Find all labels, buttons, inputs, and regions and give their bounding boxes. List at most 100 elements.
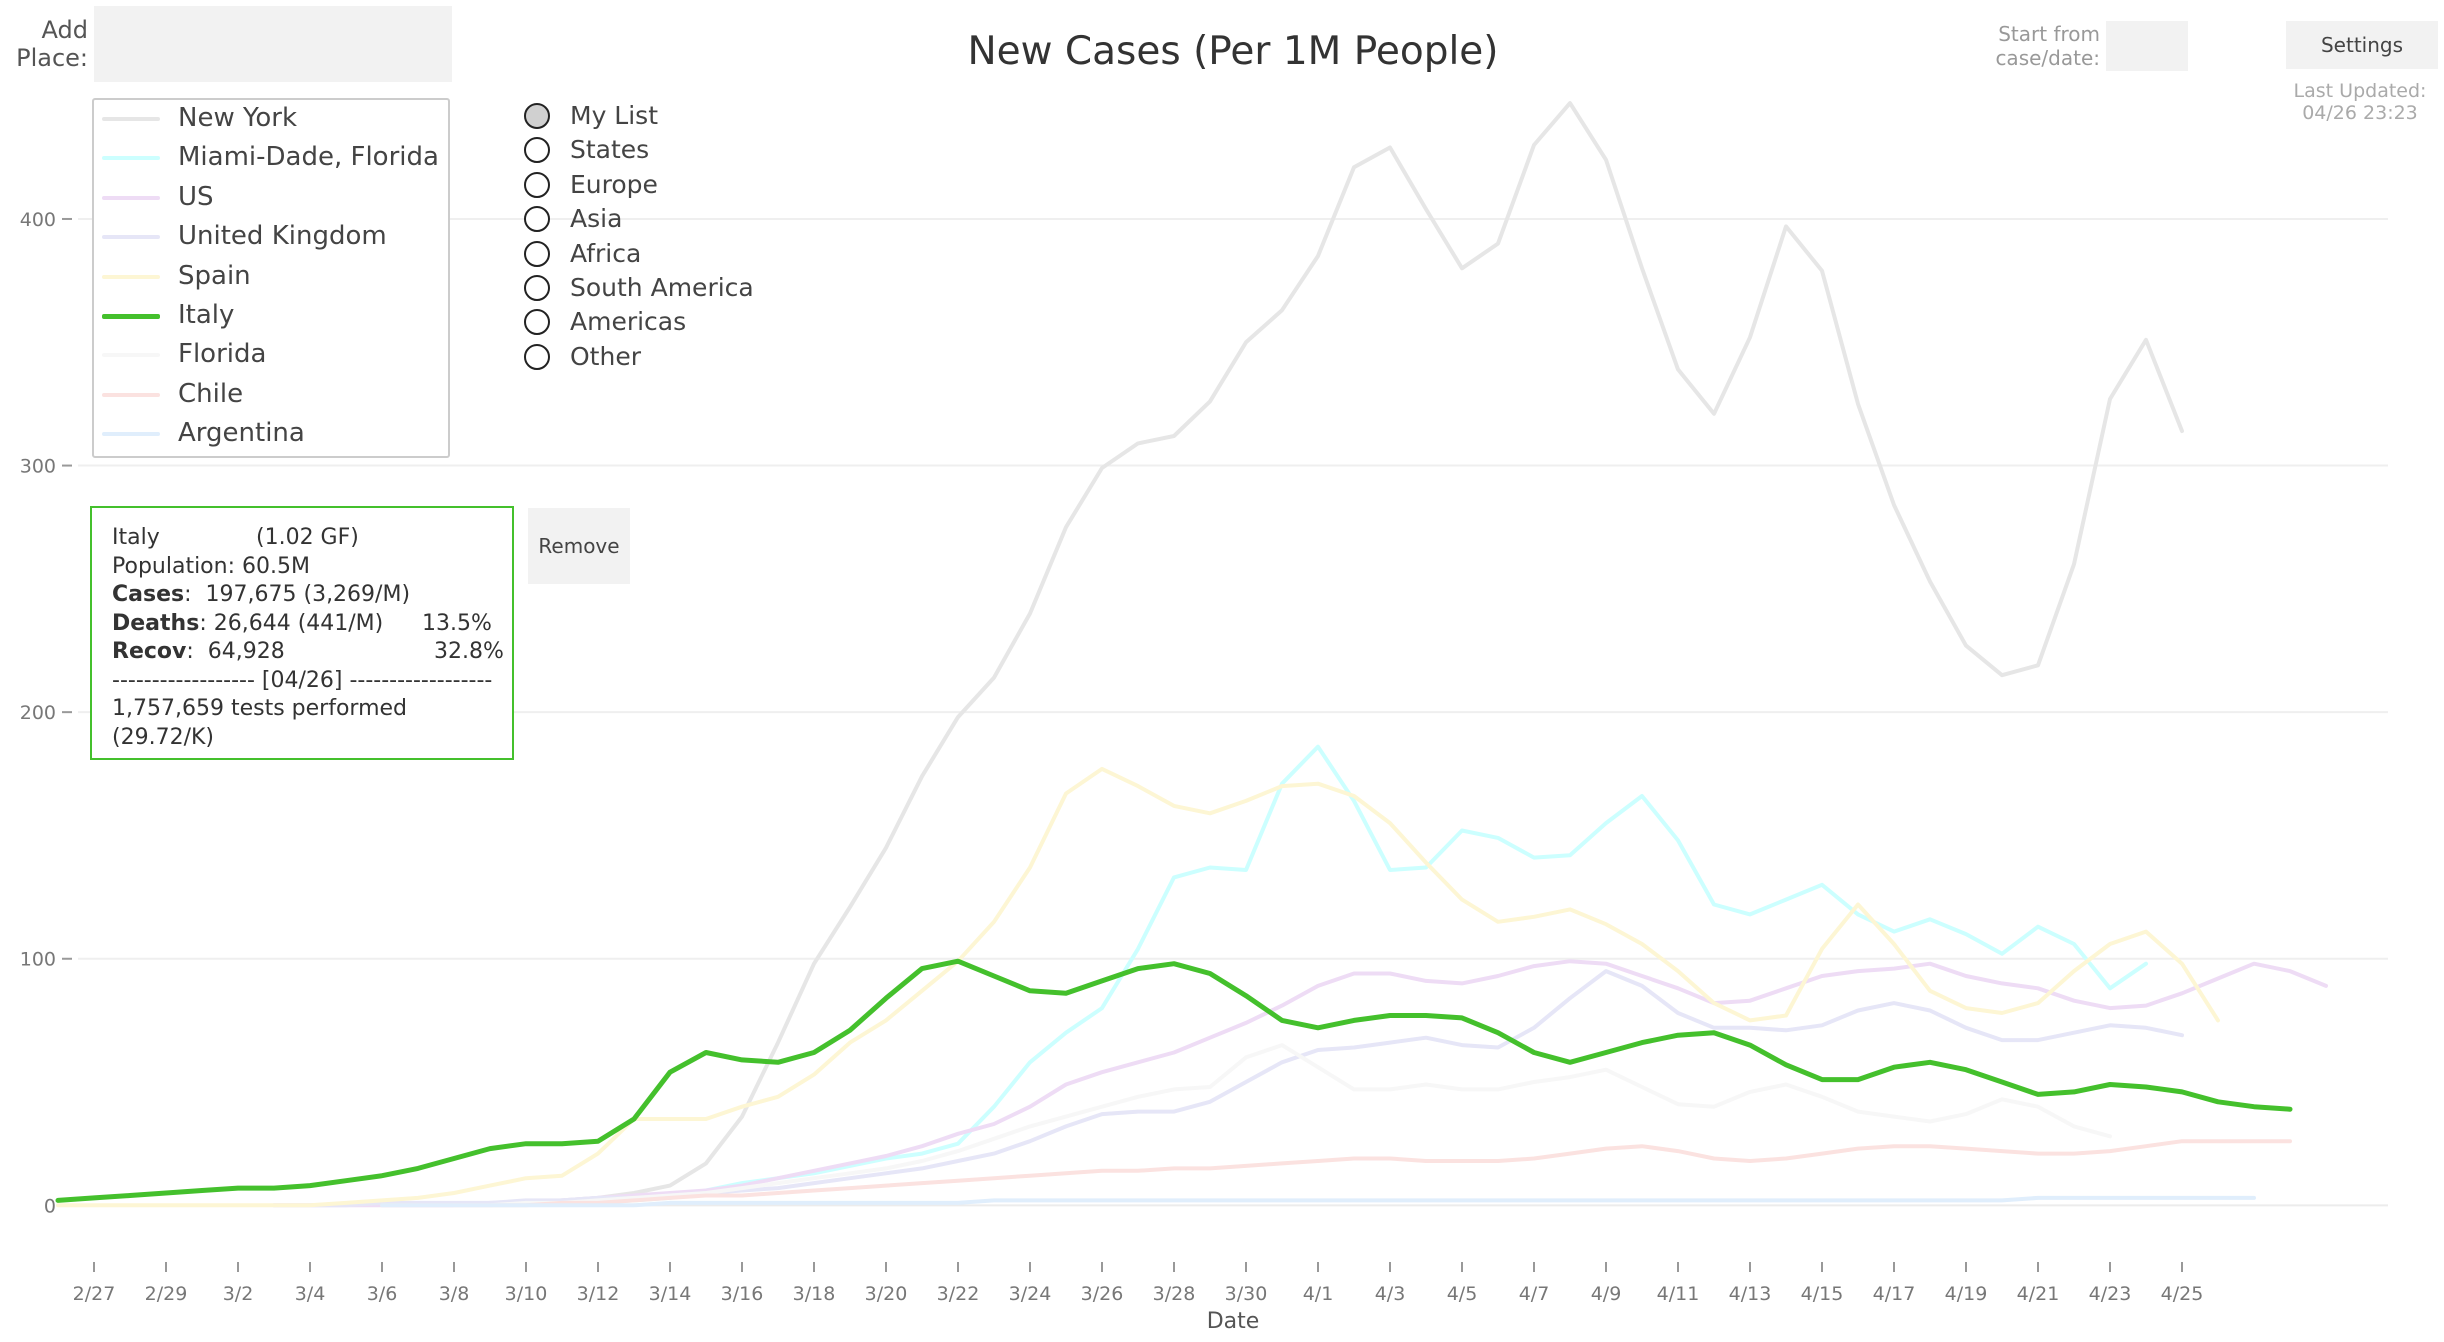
x-tick-label: 3/28 [1153,1283,1196,1305]
info-place-name: Italy [112,525,160,550]
add-place-label-line1: Add [41,16,88,44]
radio-my-list[interactable]: My List [522,100,782,132]
radio-label: Asia [570,204,623,234]
add-place-label-line2: Place: [16,44,88,72]
y-tick-label-100: 100 [20,949,56,971]
series-lines [55,101,2328,1208]
x-tick-label: 3/24 [1009,1283,1052,1305]
series-line-miami-dade-florida[interactable] [596,744,2148,1205]
x-tick-label: 4/13 [1729,1283,1772,1305]
radio-circle-icon[interactable] [524,171,550,198]
x-tick-label: 2/27 [73,1283,116,1305]
legend-label: Miami-Dade, Florida [178,142,439,173]
info-divider: ------------------ [04/26] -------------… [112,667,493,693]
legend-swatch [102,195,160,200]
radio-circle-icon[interactable] [524,240,550,267]
info-recov-row: Recov: 64,928 32.8% [112,638,512,667]
x-tick-label: 3/22 [937,1283,980,1305]
legend-item-us[interactable]: US [94,179,448,215]
legend-label: Spain [178,260,251,291]
x-tick-label: 3/26 [1081,1283,1124,1305]
series-line-florida[interactable] [452,1043,2112,1208]
radio-circle-icon[interactable] [524,309,550,336]
legend-item-spain[interactable]: Spain [94,258,448,294]
x-tick-label: 3/12 [577,1283,620,1305]
radio-label: Other [570,341,641,371]
y-tick-label-300: 300 [20,456,56,478]
x-tick-label: 4/3 [1375,1283,1406,1305]
settings-button[interactable]: Settings [2286,21,2438,69]
legend-swatch [102,432,160,437]
legend-label: Italy [178,300,235,330]
info-recov-pct: 32.8% [434,639,504,664]
series-line-us[interactable] [272,959,2328,1208]
x-tick-label: 4/25 [2161,1283,2204,1305]
x-tick-label: 4/7 [1519,1283,1550,1305]
x-tick-label: 3/2 [223,1283,254,1305]
info-gf: (1.02 GF) [256,525,359,550]
start-from-label: Start from case/date: [1960,22,2100,70]
last-updated: Last Updated: 04/26 23:23 [2260,80,2444,124]
series-line-chile[interactable] [380,1139,2292,1208]
info-deaths-value: 26,644 (441/M) [213,610,384,636]
legend-item-new-york[interactable]: New York [94,100,448,136]
chart-title: New Cases (Per 1M People) [967,29,1498,74]
radio-circle-icon[interactable] [524,343,550,370]
radio-states[interactable]: States [522,134,782,166]
series-line-new-york[interactable] [488,101,2184,1208]
legend-label: Argentina [178,418,305,449]
series-line-united-kingdom[interactable] [272,969,2184,1208]
start-from-label-line2: case/date: [1995,46,2100,70]
x-tick-label: 4/1 [1303,1283,1334,1305]
radio-circle-icon[interactable] [524,206,550,233]
radio-circle-icon[interactable] [524,275,550,301]
x-tick-label: 4/15 [1801,1283,1844,1305]
legend-item-united-kingdom[interactable]: United Kingdom [94,218,448,254]
legend-swatch [102,235,160,240]
radio-label: Americas [570,307,687,337]
x-tick-label: 3/4 [295,1283,326,1305]
x-tick-label: 4/5 [1447,1283,1478,1305]
add-place-label: Add Place: [8,16,88,72]
radio-europe[interactable]: Europe [522,169,782,201]
x-tick-label: 3/18 [793,1283,836,1305]
info-cases-value: 197,675 (3,269/M) [205,582,411,607]
x-tick-label: 3/8 [439,1283,470,1305]
add-place-input[interactable] [94,6,452,82]
radio-asia[interactable]: Asia [522,203,782,235]
last-updated-value: 04/26 23:23 [2302,102,2418,124]
info-deaths-pct: 13.5% [422,610,492,636]
radio-circle-icon[interactable] [524,103,550,129]
info-deaths-label: Deaths [112,610,200,636]
start-from-input[interactable] [2106,21,2188,71]
place-info-box: Italy (1.02 GF) Population: 60.5M Cases:… [90,506,514,760]
legend-label: US [178,181,214,212]
series-line-spain[interactable] [56,766,2220,1208]
radio-africa[interactable]: Africa [522,238,782,270]
legend-swatch [102,314,160,319]
info-population-label: Population: [112,553,235,579]
legend-item-chile[interactable]: Chile [94,376,448,412]
x-tick-label: 4/23 [2089,1283,2132,1305]
radio-label: Europe [570,169,658,199]
radio-south-america[interactable]: South America [522,272,782,304]
chart-legend: New York Miami-Dade, Florida US United King… [92,98,450,458]
legend-label: Florida [178,339,267,370]
legend-item-florida[interactable]: Florida [94,336,448,372]
legend-item-italy[interactable]: Italy [94,297,448,333]
legend-item-argentina[interactable]: Argentina [94,415,448,451]
radio-circle-icon[interactable] [524,137,550,164]
series-line-italy[interactable] [55,958,2293,1203]
remove-button[interactable]: Remove [528,508,630,584]
y-axis: 0 100 200 300 400 [20,209,72,1217]
series-line-argentina[interactable] [380,1195,2256,1208]
legend-item-miami-dade-florida[interactable]: Miami-Dade, Florida [94,139,448,175]
x-tick-label: 3/16 [721,1283,764,1305]
radio-americas[interactable]: Americas [522,306,782,338]
radio-label: States [570,135,650,165]
info-cases-label: Cases [112,582,185,607]
radio-other[interactable]: Other [522,341,782,373]
x-tick-label: 2/29 [145,1283,188,1305]
start-from-label-line1: Start from [1998,22,2100,46]
